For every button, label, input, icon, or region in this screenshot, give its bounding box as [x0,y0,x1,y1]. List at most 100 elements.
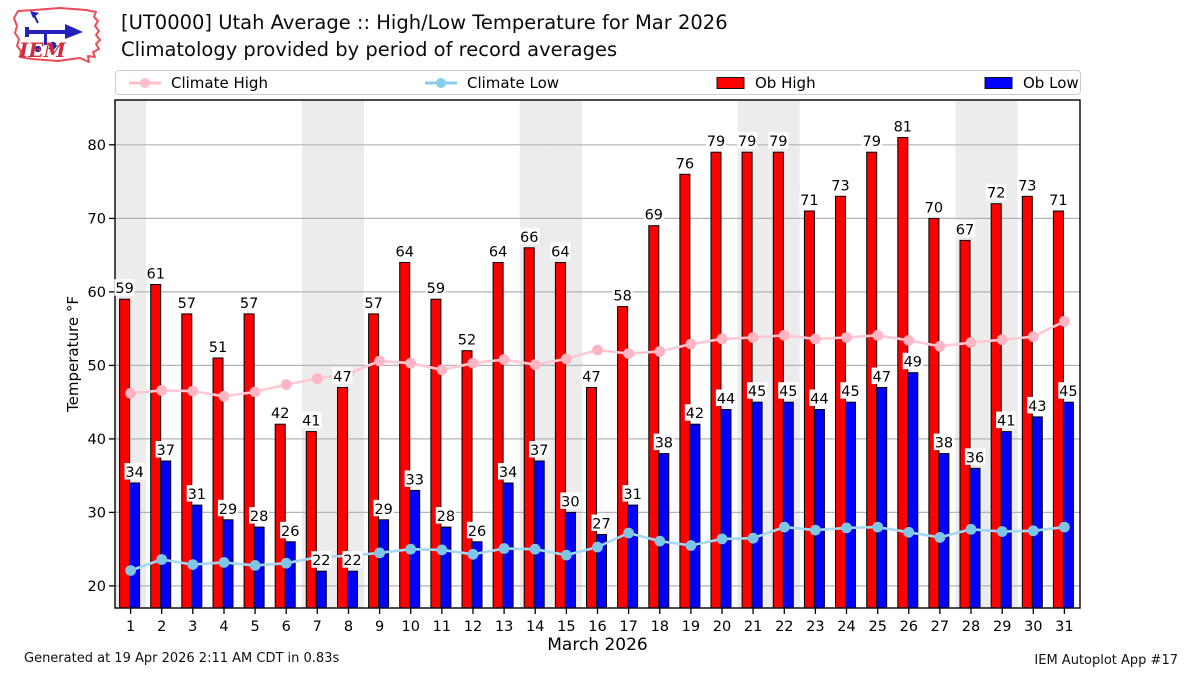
bar-value-label: 22 [312,553,330,569]
ob-high-bar [337,387,348,609]
bar-value-label: 22 [343,553,361,569]
bar-label-box [550,242,571,259]
bar-label-box [799,191,820,208]
climate-high-marker [903,335,915,346]
bar-label-box [986,183,1007,201]
iem-logo-svg: IEM [13,7,101,63]
bar-value-label: 67 [956,222,974,238]
bar-value-label: 57 [240,296,258,312]
generated-timestamp: Generated at 19 Apr 2026 2:11 AM CDT in … [24,651,340,666]
ob-low-bar [751,401,763,609]
ob-high-bar [897,137,909,609]
climate-low-marker [280,557,292,569]
bar-label-box [653,433,674,451]
climate-low-marker [374,547,385,559]
climate-high-marker [810,333,821,345]
bar-value-label: 31 [623,487,641,503]
bar-value-label: 52 [458,333,476,349]
title-line-1: [UT0000] Utah Average :: High/Low Temper… [121,11,728,34]
ob-high-bar [835,195,846,609]
legend-item-climate-low: Climate Low [424,71,559,94]
ob-low-bar [129,482,141,609]
bar-label-box [892,117,913,134]
x-tick-label: 8 [344,619,353,635]
climate-high-marker [654,346,666,357]
ob-low-bar [720,409,732,609]
legend-label: Ob High [755,73,816,92]
climate-low-marker [218,557,230,568]
iem-logo: IEM [8,4,108,68]
ob-low-bar [1062,401,1074,609]
legend-item-climate-high: Climate High [128,71,268,94]
bar-label-box [684,404,705,421]
x-tick-label: 19 [682,619,700,635]
y-axis-label: Temperature °F [64,296,82,413]
y-tick-label: 30 [88,505,106,521]
chart-legend: Climate High Climate Low Ob High Ob Low [115,70,1081,95]
climate-low-marker [529,543,541,555]
bar-label-box [715,389,737,406]
x-tick-label: 18 [651,619,669,635]
ob-low-bar [969,467,981,609]
bar-value-label: 43 [1028,399,1046,415]
climate-high-marker [218,390,230,402]
climate-low-marker [747,532,759,544]
bar-label-box [488,242,509,259]
ob-high-bar [274,423,286,609]
climate-low-marker [1027,525,1039,537]
climate-low-marker [561,549,572,561]
ob-low-bar [907,372,919,609]
x-tick-label: 15 [557,619,575,635]
bar-label-box [840,382,861,399]
climate-high-marker [996,334,1008,346]
y-tick-label: 80 [88,138,106,154]
x-tick-label: 2 [157,619,166,635]
legend-patch-swatch [984,76,1013,89]
bar-label-box [830,176,851,193]
ob-high-bar [305,431,317,609]
x-tick-label: 9 [375,619,384,635]
bar-label-box [705,132,727,149]
bar-label-box [996,411,1017,429]
y-tick-label: 40 [88,432,106,448]
climate-high-marker [841,332,852,343]
bar-label-box [239,293,260,311]
wind-vane-icon [25,11,83,53]
climate-high-marker [1059,315,1070,327]
bar-value-label: 42 [686,406,704,422]
legend-label: Climate High [171,73,268,92]
climate-high-marker [436,364,448,376]
bar-value-label: 79 [707,134,725,150]
x-tick-label: 4 [219,619,228,635]
x-tick-label: 17 [619,619,637,635]
bar-label-box [809,389,830,406]
bar-value-label: 26 [468,524,486,540]
bar-value-label: 66 [520,230,538,246]
bar-value-label: 44 [717,392,735,408]
x-tick-label: 6 [282,619,291,635]
bar-label-box [737,132,758,149]
climate-low-marker [810,524,821,536]
bar-value-label: 79 [769,134,787,150]
climate-high-marker [934,340,946,352]
x-tick-label: 24 [837,619,855,635]
ob-low-bar [938,453,950,609]
bar-label-box [560,492,581,509]
bar-label-box [404,470,425,487]
ob-low-bar [782,401,794,609]
bar-label-box [249,507,270,524]
x-tick-label: 30 [1024,619,1042,635]
x-tick-label: 26 [900,619,918,635]
legend-patch-swatch [716,76,745,89]
x-tick-label: 7 [313,619,322,635]
ob-high-bar [492,262,504,609]
bar-value-label: 70 [925,200,943,216]
bar-label-box [498,463,519,480]
bar-label-box [612,286,633,304]
bar-value-label: 47 [333,370,351,386]
title-line-2: Climatology provided by period of record… [121,38,618,61]
bar-label-box [1058,382,1079,399]
bar-label-box [1048,191,1069,208]
ob-low-bar [160,460,172,609]
bar-label-box [301,411,322,429]
